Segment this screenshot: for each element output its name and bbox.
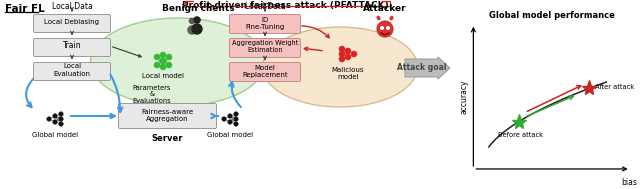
FancyBboxPatch shape — [118, 104, 216, 129]
Text: Server: Server — [151, 134, 183, 143]
Circle shape — [59, 112, 63, 116]
Circle shape — [160, 64, 166, 70]
Circle shape — [351, 51, 357, 57]
FancyArrow shape — [405, 57, 450, 79]
Circle shape — [339, 46, 345, 52]
Text: Model
Replacement: Model Replacement — [242, 64, 288, 77]
Ellipse shape — [188, 25, 196, 35]
Text: After attack: After attack — [595, 84, 634, 90]
FancyBboxPatch shape — [33, 63, 111, 81]
Circle shape — [222, 117, 226, 121]
FancyBboxPatch shape — [230, 63, 301, 81]
Ellipse shape — [90, 18, 266, 106]
FancyBboxPatch shape — [230, 15, 301, 33]
Circle shape — [160, 52, 166, 58]
Text: Malicious
model: Malicious model — [332, 67, 364, 80]
Circle shape — [154, 54, 160, 60]
Text: Benign clients: Benign clients — [162, 4, 234, 13]
Text: Parameters
&
Evaluations: Parameters & Evaluations — [132, 85, 172, 104]
Text: Global model: Global model — [207, 132, 253, 138]
FancyBboxPatch shape — [33, 15, 111, 33]
Text: ID
Fine-Tuning: ID Fine-Tuning — [245, 16, 285, 29]
Circle shape — [339, 51, 345, 57]
Title: Global model performance: Global model performance — [489, 11, 615, 20]
Circle shape — [339, 56, 345, 62]
Text: Local
Evaluation: Local Evaluation — [54, 64, 90, 77]
Circle shape — [381, 27, 383, 29]
Circle shape — [59, 117, 63, 121]
FancyBboxPatch shape — [230, 39, 301, 57]
Text: Global model: Global model — [32, 132, 78, 138]
Circle shape — [47, 117, 51, 121]
Circle shape — [160, 58, 166, 64]
Circle shape — [228, 114, 232, 118]
FancyBboxPatch shape — [33, 39, 111, 57]
Text: Before attack: Before attack — [498, 132, 543, 138]
Circle shape — [345, 48, 351, 54]
Text: Attack goal: Attack goal — [397, 64, 447, 73]
Ellipse shape — [262, 27, 417, 107]
Circle shape — [166, 62, 172, 68]
Circle shape — [234, 122, 238, 126]
Text: Attacker: Attacker — [363, 4, 407, 13]
Text: Local model: Local model — [142, 73, 184, 79]
Circle shape — [377, 21, 393, 37]
Circle shape — [52, 114, 57, 118]
Text: Profit-driven fairness attack (PFATTACK): Profit-driven fairness attack (PFATTACK) — [182, 1, 388, 10]
Circle shape — [234, 112, 238, 116]
Text: Local Data: Local Data — [52, 2, 92, 11]
Circle shape — [234, 117, 238, 121]
Circle shape — [387, 27, 389, 29]
Text: bias: bias — [621, 178, 637, 187]
Circle shape — [189, 18, 195, 24]
Text: Fairness-aware
Aggregation: Fairness-aware Aggregation — [141, 108, 193, 122]
Text: Fair FL: Fair FL — [5, 4, 45, 14]
Circle shape — [52, 120, 57, 124]
Text: accuracy: accuracy — [460, 79, 469, 114]
Text: Local Debiasing: Local Debiasing — [45, 19, 99, 25]
Ellipse shape — [191, 23, 203, 35]
Circle shape — [228, 120, 232, 124]
Circle shape — [154, 62, 160, 68]
Circle shape — [345, 54, 351, 60]
Circle shape — [193, 16, 201, 24]
Text: Aggregation Weight
Estimation: Aggregation Weight Estimation — [232, 40, 298, 53]
Text: Local Data: Local Data — [244, 2, 285, 11]
Circle shape — [166, 54, 172, 60]
Circle shape — [59, 122, 63, 126]
Text: Train: Train — [63, 42, 81, 50]
